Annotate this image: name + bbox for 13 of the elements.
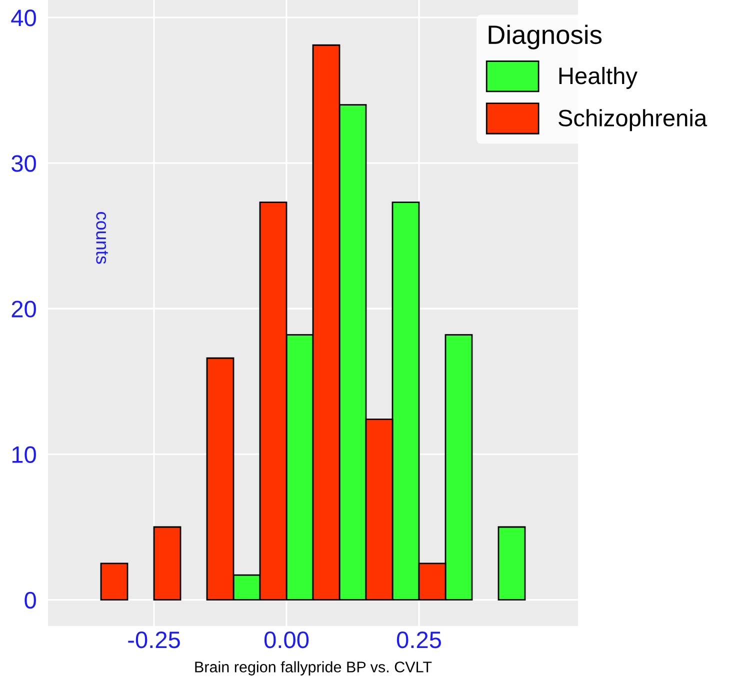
- y-tick-label: 30: [12, 155, 36, 172]
- x-tick-label: 0.00: [264, 631, 309, 648]
- x-tick-label: 0.25: [396, 631, 441, 648]
- y-tick-label: 10: [12, 446, 36, 463]
- legend-title: Diagnosis: [488, 24, 602, 50]
- y-tick-label: 40: [11, 10, 36, 26]
- y-tick-label: 20: [12, 300, 36, 318]
- x-axis-title: Brain region fallypride BP vs. CVLT: [195, 661, 432, 676]
- y-tick-label: 0: [24, 592, 36, 609]
- legend-label: Healthy: [559, 66, 638, 89]
- x-tick-label: -0.25: [128, 631, 180, 648]
- y-axis-title: counts: [96, 212, 108, 264]
- legend-label: Schizophrenia: [558, 109, 708, 132]
